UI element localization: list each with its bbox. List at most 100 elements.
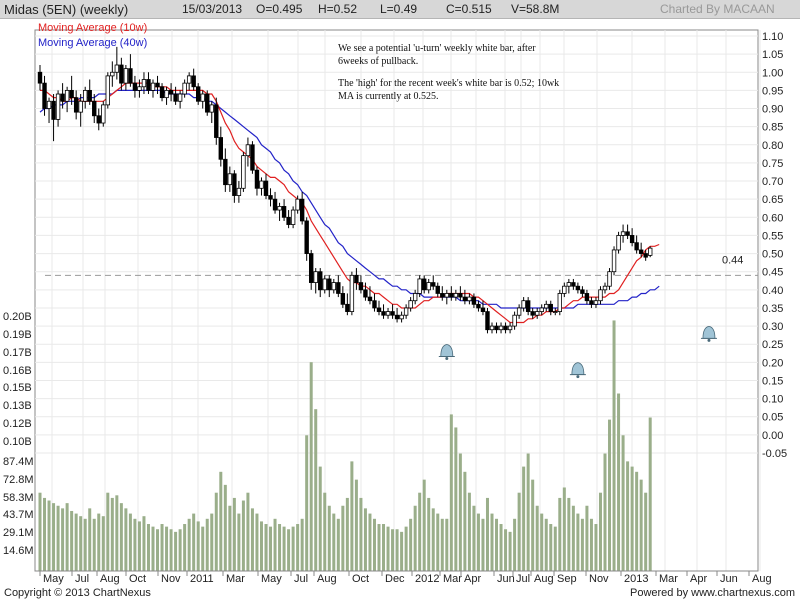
volume-bar [449, 414, 453, 571]
volume-bar [377, 524, 381, 571]
candle-body [295, 198, 300, 211]
candle-body [241, 155, 246, 189]
annotation-text-1: We see a potential 'u-turn' weekly white… [338, 43, 536, 67]
candle-body [42, 82, 47, 109]
candle [535, 307, 540, 319]
bell-body [571, 362, 585, 375]
volume-bar [156, 529, 160, 571]
candle [426, 278, 431, 294]
x-tick-label: Jul [516, 573, 530, 585]
candle-body [227, 173, 233, 186]
volume-bar [382, 524, 386, 571]
candle [553, 307, 558, 316]
volume-bar [418, 492, 422, 571]
volume-bar [336, 518, 340, 571]
volume-bar [282, 526, 286, 571]
volume-bar [205, 518, 209, 571]
candle [363, 282, 368, 301]
x-tick-label: Mar [443, 573, 462, 585]
volume-bar [544, 518, 548, 571]
price-tick-label: 0.50 [762, 249, 783, 261]
candle [60, 83, 65, 109]
volume-bar [576, 513, 580, 571]
volume-bar [232, 497, 236, 571]
volume-bar [169, 529, 173, 571]
candle-body [539, 307, 544, 312]
candle-body [46, 100, 52, 109]
volume-bar [219, 471, 223, 571]
candle-body [575, 285, 581, 291]
x-tick-label: Oct [352, 573, 369, 585]
candle [408, 297, 413, 312]
volume-bar [273, 518, 277, 571]
candle [318, 268, 323, 298]
candle-body [629, 235, 635, 244]
volume-bar [535, 505, 539, 571]
x-tick-label: Mar [659, 573, 678, 585]
candle [241, 152, 246, 192]
candle [345, 293, 350, 316]
candle-body [155, 82, 160, 88]
candle [489, 322, 495, 334]
candle [544, 300, 549, 312]
candle [64, 86, 70, 113]
price-tick-label: 0.90 [762, 104, 783, 116]
candle [327, 275, 332, 298]
volume-bar [309, 362, 313, 571]
candle-body [521, 300, 526, 309]
volume-bar [467, 492, 471, 571]
candle [525, 297, 531, 316]
candle [259, 177, 264, 196]
candle-body [159, 86, 165, 99]
candle-body [268, 195, 273, 200]
candle [218, 126, 223, 167]
candle-body [584, 293, 590, 302]
candle [620, 224, 626, 243]
volume-bar [391, 529, 395, 571]
candle-body [435, 285, 440, 294]
candle-body [440, 293, 445, 298]
volume-bar [621, 435, 625, 571]
chart-date: 15/03/2013 [182, 2, 243, 16]
volume-bar [264, 524, 268, 571]
x-tick-label: Nov [589, 573, 609, 585]
volume-bar [445, 518, 449, 571]
candle-body [236, 187, 242, 196]
price-tick-label: 0.30 [762, 321, 783, 333]
candle [372, 293, 377, 312]
volume-tick-label: 72.8M [3, 474, 34, 486]
volume-bar [142, 516, 146, 571]
candle-body [516, 307, 522, 316]
candle-body [426, 282, 431, 291]
candle [96, 108, 101, 131]
candle [51, 94, 56, 142]
candle-body [245, 144, 251, 157]
candle-body [209, 104, 214, 113]
candle [453, 289, 459, 301]
candle-body [110, 71, 115, 77]
candle [150, 79, 156, 98]
x-tick-label: Aug [100, 573, 120, 585]
candle [367, 286, 373, 305]
candle [512, 311, 517, 330]
candle-body [119, 64, 124, 84]
volume-bar [359, 497, 363, 571]
volume-bar [580, 518, 584, 571]
price-axis-labels: -0.05 0.00 0.05 0.10 0.15 0.20 0.25 0.30 0.35 0.4… [762, 31, 787, 460]
volume-bar [603, 453, 607, 571]
candle [421, 275, 427, 294]
volume-bar [241, 500, 245, 571]
candle [37, 65, 43, 91]
candle-body [525, 300, 531, 312]
volume-bar [196, 521, 200, 571]
volume-bar [250, 508, 254, 571]
volume-bar [413, 505, 417, 571]
volume-bar [38, 492, 42, 571]
candle-body [412, 293, 418, 302]
volume-bar [52, 503, 56, 571]
volume-bar [327, 505, 331, 571]
x-tick-label: 2012 [415, 573, 439, 585]
candle [155, 75, 160, 95]
candle [417, 275, 422, 298]
candle-body [308, 253, 314, 283]
